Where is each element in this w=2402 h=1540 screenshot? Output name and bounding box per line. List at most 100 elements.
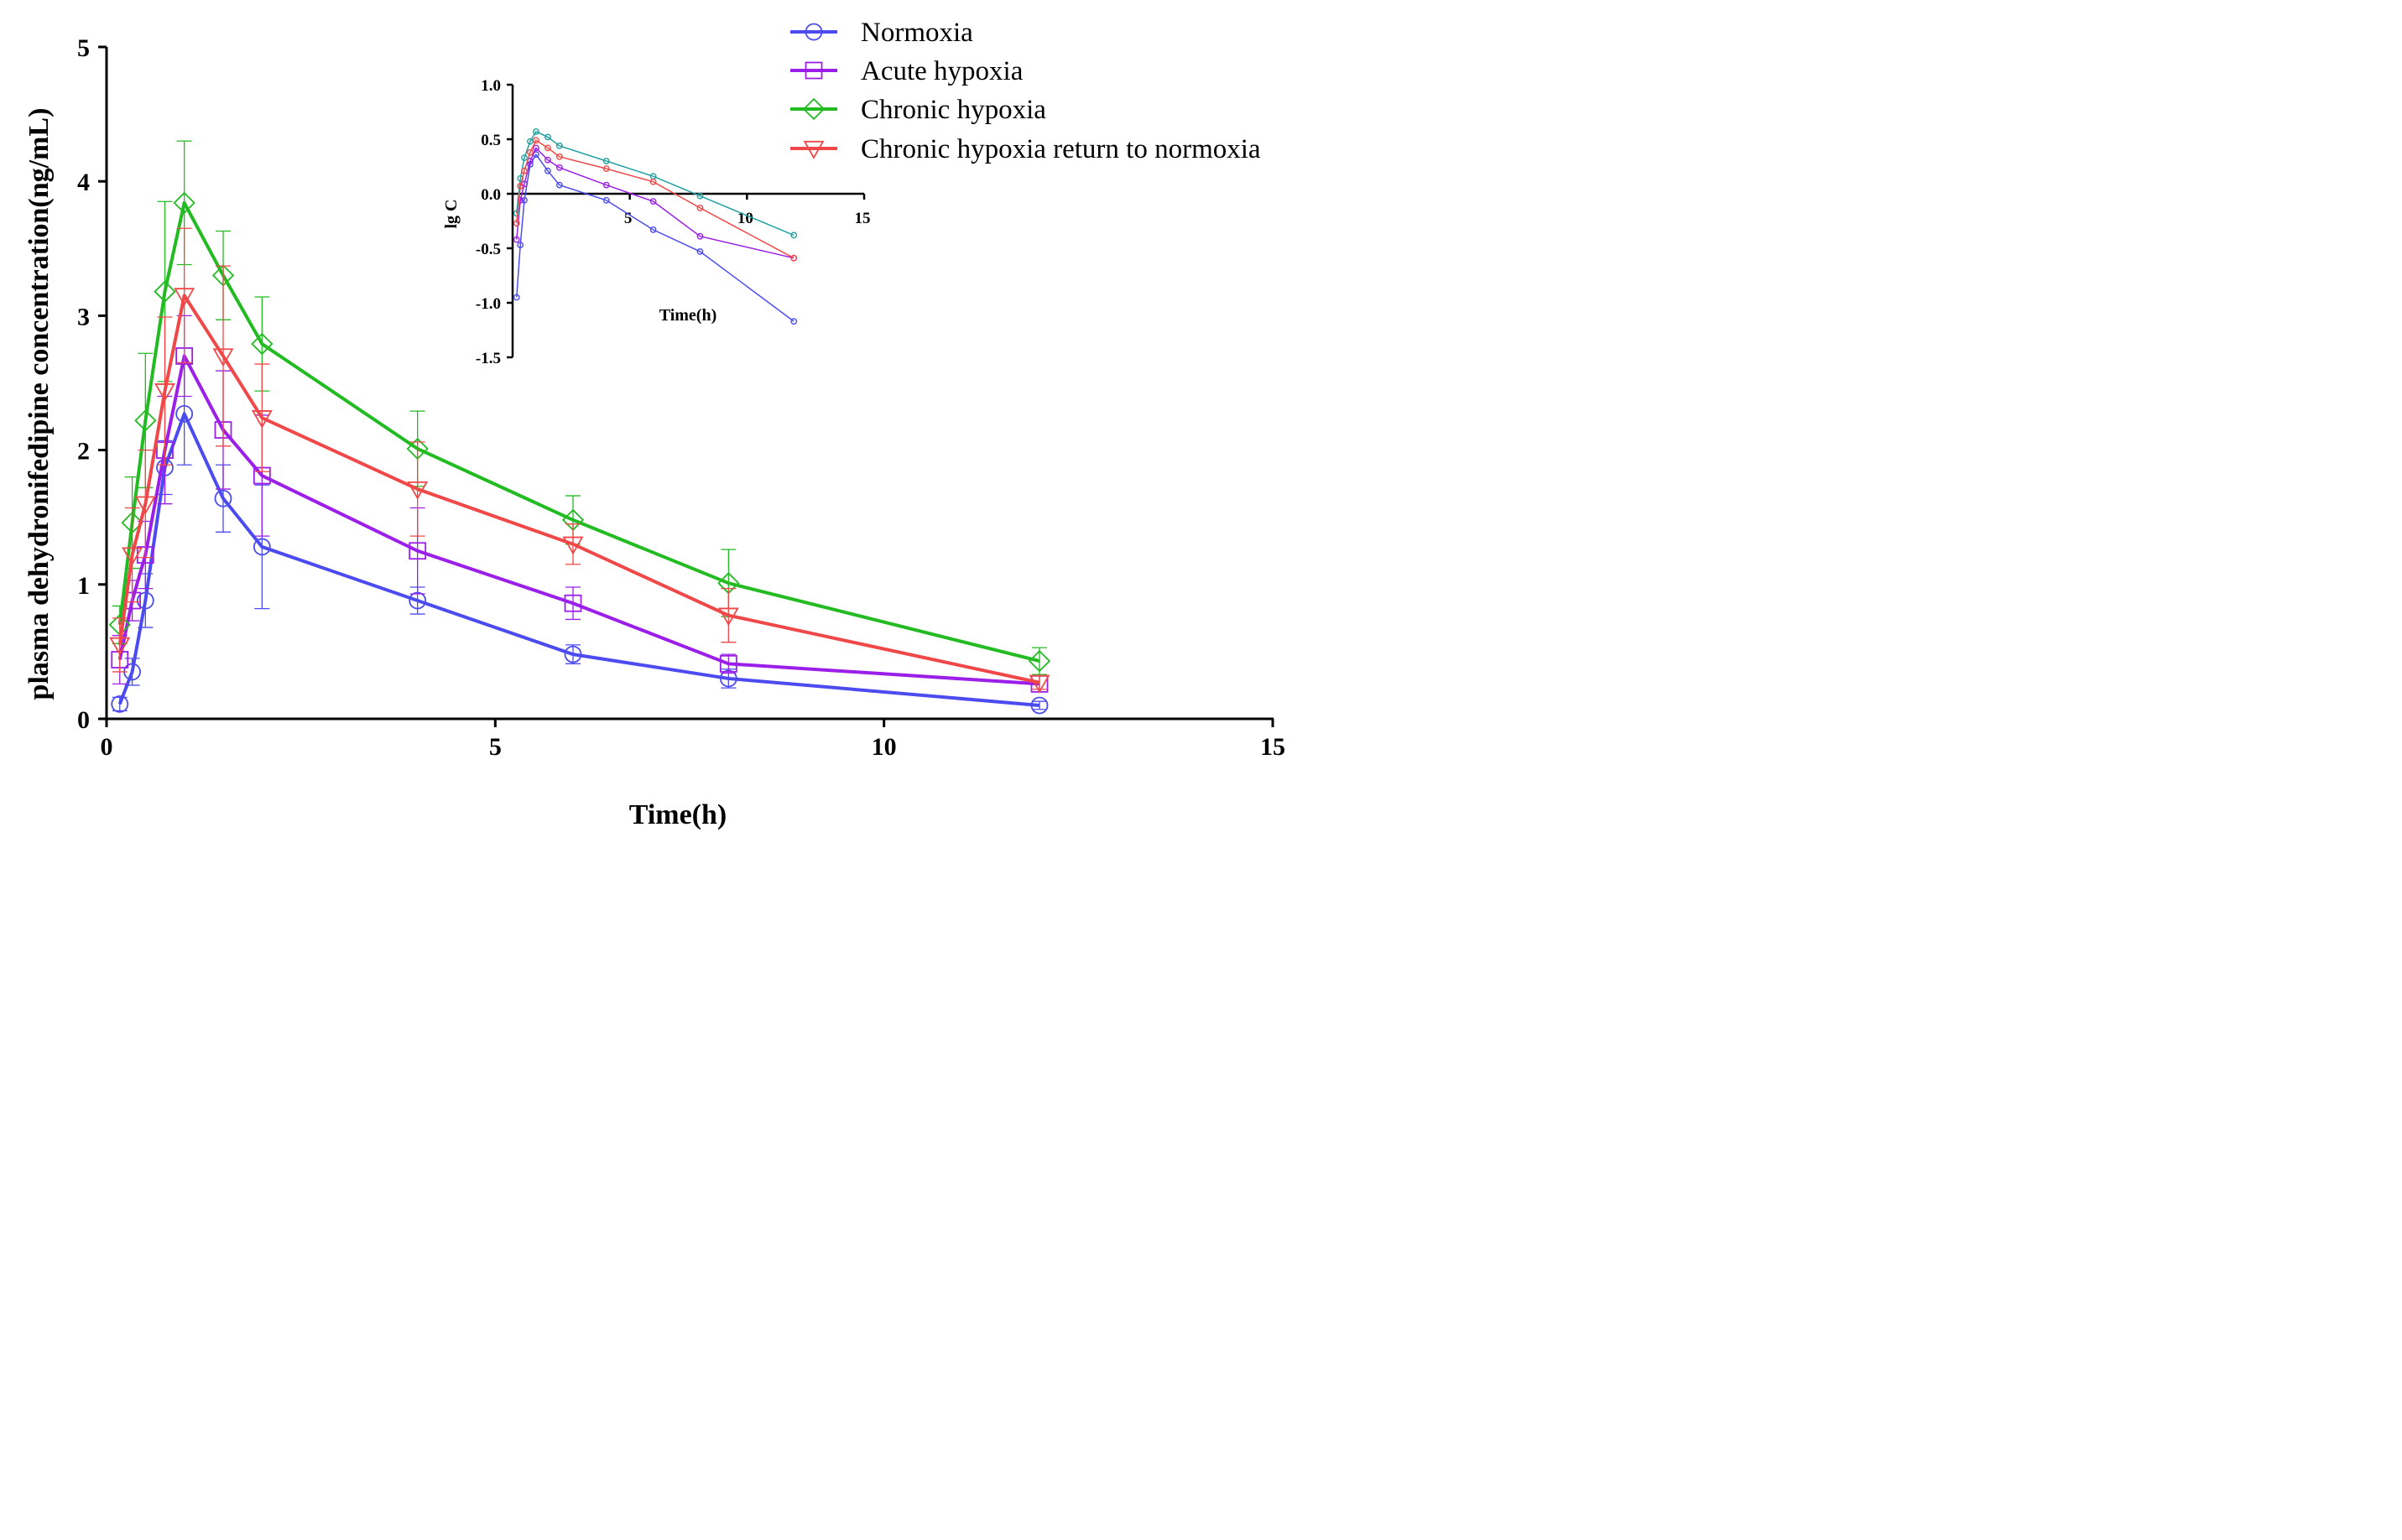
inset-x-tick-label: 10: [737, 210, 753, 227]
y-tick-label: 5: [77, 34, 90, 62]
inset-x-tick-label: 15: [855, 210, 871, 227]
data-point: [173, 191, 195, 214]
inset-data-point: [517, 174, 524, 182]
data-point: [719, 654, 737, 673]
data-point: [407, 481, 429, 500]
data-point: [174, 288, 195, 307]
series-line: [117, 354, 1040, 686]
series-3: [109, 227, 1050, 694]
data-point: [175, 404, 194, 423]
inset-y-tick-label: -0.5: [476, 241, 501, 258]
data-point: [1030, 696, 1049, 715]
inset-series-3: [513, 137, 798, 262]
inset-x-tick-label: 5: [624, 210, 633, 227]
legend-marker: [803, 140, 825, 159]
inset-data-point: [790, 318, 798, 325]
inset-data-point: [602, 196, 610, 204]
legend-label: Chronic hypoxia return to normoxia: [861, 134, 1261, 164]
inset-data-point: [521, 154, 528, 162]
inset-data-point: [696, 192, 704, 200]
inset-data-point: [533, 137, 539, 144]
inset-data-point: [790, 254, 798, 262]
legend-marker: [802, 97, 826, 121]
series-line: [117, 412, 1040, 707]
data-point: [154, 280, 176, 303]
data-point: [134, 496, 156, 515]
data-point: [564, 594, 582, 612]
data-point: [1028, 649, 1051, 673]
inset-data-point: [790, 232, 798, 239]
inset-data-point: [513, 294, 520, 301]
inset-y-tick-label: -1.0: [476, 295, 501, 313]
inset-data-point: [555, 153, 563, 160]
series-line: [117, 200, 1040, 663]
inset-series-line: [516, 139, 795, 259]
inset-data-point: [533, 144, 539, 152]
legend-item: Chronic hypoxia return to normoxia: [790, 134, 1261, 164]
inset-y-tick-label: 0.0: [481, 186, 501, 204]
inset-data-point: [527, 138, 534, 145]
data-point: [134, 409, 157, 432]
series-line: [117, 294, 1040, 684]
data-point: [214, 489, 232, 507]
y-tick-label: 1: [77, 572, 90, 600]
inset-data-point: [517, 242, 524, 248]
x-tick-label: 10: [872, 733, 897, 761]
data-point: [409, 542, 427, 560]
data-point: [1029, 674, 1050, 694]
y-tick-label: 0: [77, 706, 90, 734]
legend-item: Normoxia: [790, 18, 973, 48]
legend-label: Acute hypoxia: [861, 56, 1024, 86]
inset-y-tick-label: -1.5: [476, 350, 501, 367]
data-point: [564, 645, 582, 663]
data-point: [154, 383, 175, 402]
inset-data-point: [602, 181, 610, 189]
inset-data-point: [513, 210, 520, 217]
inset-data-point: [696, 232, 704, 240]
legend-label: Normoxia: [861, 18, 973, 48]
y-tick-label: 2: [77, 438, 90, 466]
inset-data-point: [544, 144, 551, 152]
y-tick-label: 3: [77, 303, 90, 330]
inset-y-axis-label: lg C: [442, 200, 461, 229]
inset-data-point: [555, 181, 563, 189]
data-point: [251, 332, 274, 356]
inset-data-point: [555, 164, 563, 171]
legend-item: Acute hypoxia: [790, 56, 1024, 86]
inset-series-2: [513, 127, 798, 239]
y-tick-label: 4: [77, 169, 90, 196]
series-1: [111, 315, 1049, 693]
inset-series-line: [516, 147, 795, 259]
data-point: [251, 410, 273, 429]
inset-data-point: [533, 127, 539, 135]
inset-x-axis-label: Time(h): [659, 306, 717, 325]
inset-series-0: [513, 151, 798, 325]
inset-data-point: [696, 204, 704, 211]
y-axis-label: plasma dehydronifedipine concentration(n…: [23, 108, 55, 700]
series-0: [111, 362, 1049, 715]
legend-label: Chronic hypoxia: [861, 95, 1046, 125]
inset-data-point: [555, 142, 563, 149]
inset-data-point: [544, 133, 551, 141]
inset-data-point: [602, 158, 610, 164]
series-2: [108, 140, 1051, 675]
inset-data-point: [649, 198, 657, 206]
x-tick-label: 0: [101, 733, 113, 761]
x-axis-label: Time(h): [629, 799, 727, 830]
inset-data-point: [649, 226, 657, 233]
legend-marker: [805, 61, 823, 80]
inset-data-point: [513, 236, 520, 243]
inset-series-line: [516, 130, 795, 237]
legend: Normoxia Acute hypoxia Chronic hypoxia Chro…: [790, 18, 1261, 164]
inset-data-point: [527, 148, 534, 156]
inset-y-tick-label: 0.5: [481, 132, 501, 149]
inset-data-point: [521, 167, 528, 174]
data-point: [717, 607, 739, 627]
pharmacokinetic-chart: 0 5 10 15 0 1 2 3 4 5 Time(h) plasma dehydronifedip…: [23, 18, 1285, 830]
inset-data-point: [544, 167, 551, 174]
data-point: [111, 695, 129, 713]
inset-series-line: [516, 153, 795, 322]
legend-marker: [805, 23, 823, 41]
x-tick-label: 5: [489, 733, 502, 761]
x-tick-label: 15: [1260, 733, 1285, 761]
